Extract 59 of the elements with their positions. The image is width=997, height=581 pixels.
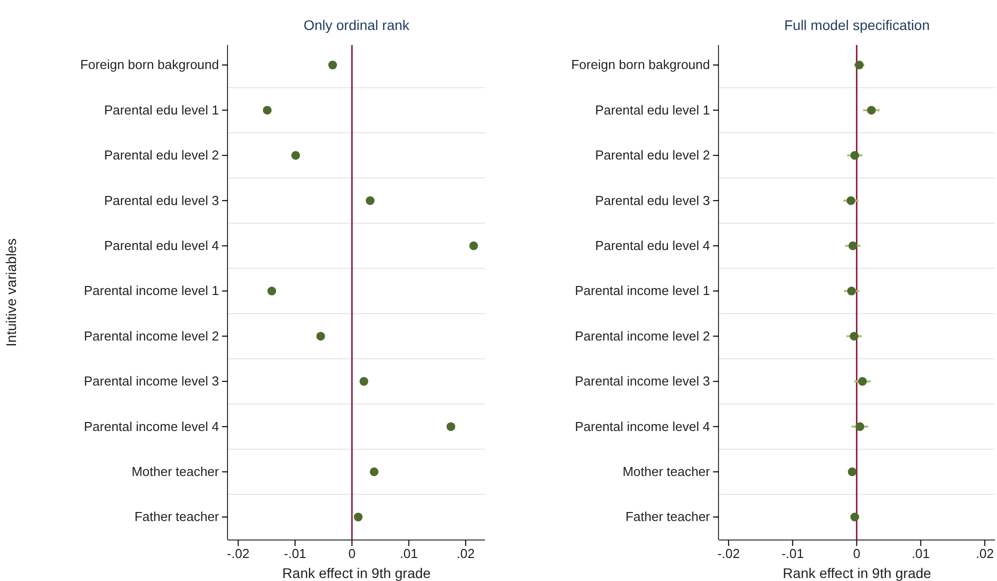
x-tick-label: .02	[976, 546, 994, 562]
point	[847, 286, 856, 296]
x-tick-label: 0	[348, 546, 356, 562]
y-tick-label: Parental edu level 2	[104, 148, 219, 163]
point	[856, 422, 864, 431]
y-tick-label: Parental income level 1	[574, 283, 710, 298]
point	[291, 151, 300, 160]
x-tick-label: .02	[456, 546, 475, 562]
point	[366, 196, 375, 205]
chart-title: Full model specification	[784, 17, 930, 33]
y-tick-label: Parental income level 2	[574, 328, 710, 344]
point	[354, 512, 363, 522]
point	[446, 422, 456, 431]
y-tick-label: Foreign born bakground	[80, 57, 219, 72]
x-tick-label: -.02	[227, 546, 250, 562]
point	[360, 377, 368, 386]
y-tick-label: Parental edu level 1	[104, 102, 219, 118]
y-tick-label: Parental income level 3	[574, 374, 710, 389]
x-tick-label: -.01	[781, 546, 804, 562]
y-tick-label: Mother teacher	[622, 464, 711, 479]
y-tick-label: Parental edu level 1	[595, 102, 710, 118]
y-tick-label: Parental edu level 3	[104, 192, 219, 208]
point	[850, 332, 858, 341]
point	[262, 106, 272, 115]
point	[316, 332, 326, 341]
y-tick-label: Parental income level 2	[84, 328, 219, 344]
point	[267, 286, 276, 296]
x-tick-label: .01	[912, 546, 930, 562]
y-tick-label: Parental income level 4	[574, 418, 710, 434]
y-tick-label: Foreign born bakground	[571, 57, 710, 72]
point	[848, 241, 858, 250]
point	[370, 467, 378, 476]
y-tick-label: Father teacher	[134, 509, 220, 524]
point	[846, 196, 856, 205]
y-tick-label: Parental income level 3	[84, 374, 219, 389]
point	[867, 106, 876, 115]
y-tick-label: Parental income level 1	[84, 283, 219, 298]
y-tick-label: Parental income level 4	[84, 418, 219, 434]
y-tick-label: Father teacher	[625, 509, 711, 524]
x-axis-title: Rank effect in 9th grade	[282, 565, 431, 581]
x-axis-title: Rank effect in 9th grade	[782, 565, 932, 581]
x-tick-label: -.01	[284, 546, 306, 562]
point	[328, 60, 337, 70]
point	[854, 60, 864, 70]
point	[858, 377, 867, 386]
y-tick-label: Parental edu level 3	[595, 192, 710, 208]
y-axis-title: Intuitive variables	[3, 238, 19, 347]
point	[469, 241, 478, 250]
point	[850, 512, 860, 522]
chart-title: Only ordinal rank	[304, 17, 410, 33]
point	[848, 467, 857, 476]
point	[850, 151, 860, 160]
x-tick-label: 0	[853, 546, 860, 562]
y-tick-label: Mother teacher	[132, 464, 220, 479]
x-tick-label: .01	[400, 546, 418, 562]
x-tick-label: -.02	[717, 546, 740, 562]
y-tick-label: Parental edu level 4	[595, 238, 710, 253]
y-tick-label: Parental edu level 2	[595, 148, 710, 163]
y-tick-label: Parental edu level 4	[104, 238, 219, 253]
